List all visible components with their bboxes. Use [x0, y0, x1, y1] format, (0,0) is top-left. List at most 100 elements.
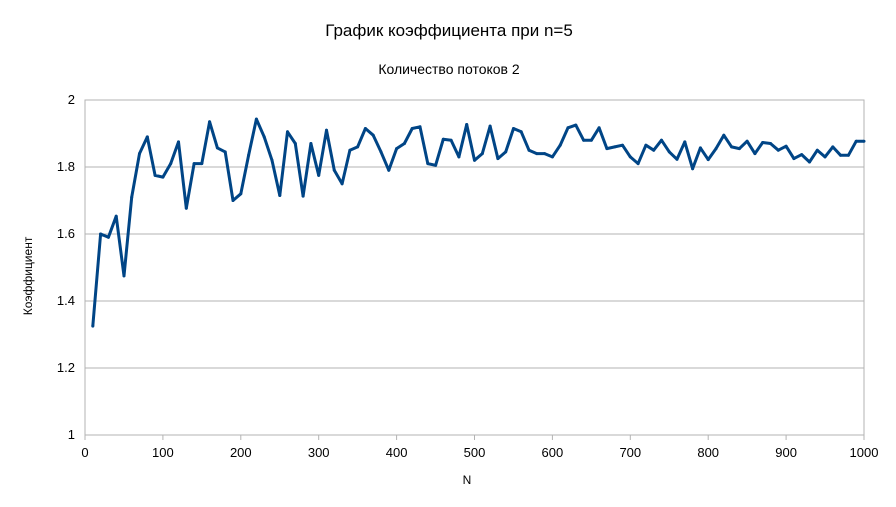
x-tick-label: 0 [81, 445, 88, 460]
data-point [301, 194, 305, 198]
data-point [550, 155, 554, 159]
data-point [558, 143, 562, 147]
data-point [800, 153, 804, 157]
data-point [722, 133, 726, 137]
y-tick-label: 2 [68, 92, 75, 107]
y-axis-label: Коэффициент [21, 236, 35, 315]
data-point [138, 152, 141, 156]
data-point [527, 148, 531, 152]
x-tick-label: 200 [230, 445, 252, 460]
y-tick-label: 1.4 [57, 293, 75, 308]
x-tick-label: 700 [619, 445, 641, 460]
data-point [566, 126, 570, 130]
data-point [488, 124, 492, 128]
data-point [254, 117, 258, 121]
data-point [262, 135, 266, 139]
data-point [410, 127, 414, 130]
data-point [597, 126, 601, 130]
data-point [808, 160, 811, 164]
data-point [363, 127, 367, 130]
data-point [91, 324, 95, 328]
gridlines [85, 99, 864, 436]
data-point [286, 130, 289, 134]
data-point [675, 157, 679, 161]
x-tick-label: 500 [464, 445, 486, 460]
data-point [589, 138, 593, 142]
data-point [683, 140, 687, 144]
data-point [730, 145, 734, 149]
data-point [761, 141, 765, 144]
data-point [465, 123, 469, 126]
data-point [831, 145, 835, 149]
data-point [519, 130, 523, 134]
data-point [177, 140, 180, 144]
data-point [192, 162, 196, 166]
data-point [628, 155, 632, 159]
data-point [512, 127, 515, 130]
data-point [582, 138, 586, 142]
x-tick-label: 600 [542, 445, 564, 460]
data-point [371, 133, 375, 137]
x-tick-label: 100 [152, 445, 174, 460]
data-point [278, 194, 282, 197]
x-tick-label: 1000 [850, 445, 879, 460]
data-point [153, 173, 157, 177]
data-point [745, 139, 749, 143]
data-point [99, 232, 103, 236]
data-point [215, 146, 219, 150]
data-point [169, 162, 173, 166]
data-point [247, 153, 251, 157]
data-point [161, 175, 165, 179]
x-axis-ticks: 0 100 200 300 400 500 600 700 800 900 1000 [81, 435, 878, 460]
data-point [434, 163, 438, 167]
data-point [613, 145, 617, 149]
data-point [753, 152, 757, 156]
data-point [660, 138, 663, 142]
data-point [122, 274, 126, 278]
x-tick-label: 900 [775, 445, 797, 460]
data-point [340, 182, 344, 186]
data-point [792, 157, 796, 161]
data-point [317, 173, 321, 177]
data-point [106, 235, 110, 239]
data-point [402, 142, 406, 145]
data-point [379, 150, 383, 154]
data-point [846, 153, 850, 157]
data-point [815, 148, 819, 152]
data-point [605, 147, 609, 151]
y-axis-ticks: 1 1.2 1.4 1.6 1.8 2 [57, 92, 75, 442]
data-point [293, 142, 297, 145]
y-tick-label: 1.6 [57, 226, 75, 241]
data-point [543, 152, 547, 156]
data-point [473, 158, 476, 162]
series-points [91, 117, 866, 328]
data-point [769, 142, 772, 145]
data-point [823, 155, 827, 159]
data-point [270, 158, 274, 162]
data-point [223, 150, 227, 154]
data-point [652, 148, 656, 152]
x-tick-label: 300 [308, 445, 330, 460]
data-point [231, 199, 235, 202]
data-point [239, 192, 243, 196]
y-tick-label: 1.2 [57, 360, 75, 375]
data-point [784, 144, 788, 148]
data-point [114, 214, 118, 218]
plot-area-border [84, 99, 865, 436]
x-tick-label: 800 [697, 445, 719, 460]
data-point [130, 195, 134, 199]
data-point [418, 125, 422, 129]
y-tick-label: 1.8 [57, 159, 75, 174]
data-point [457, 155, 461, 159]
data-point [395, 147, 399, 151]
data-point [644, 143, 648, 147]
data-point [449, 138, 453, 142]
data-point [714, 147, 718, 151]
y-tick-label: 1 [68, 427, 75, 442]
data-point [325, 128, 328, 132]
data-point [862, 139, 866, 143]
data-point [706, 158, 710, 162]
data-point [208, 120, 212, 124]
x-axis-label: N [463, 473, 472, 487]
